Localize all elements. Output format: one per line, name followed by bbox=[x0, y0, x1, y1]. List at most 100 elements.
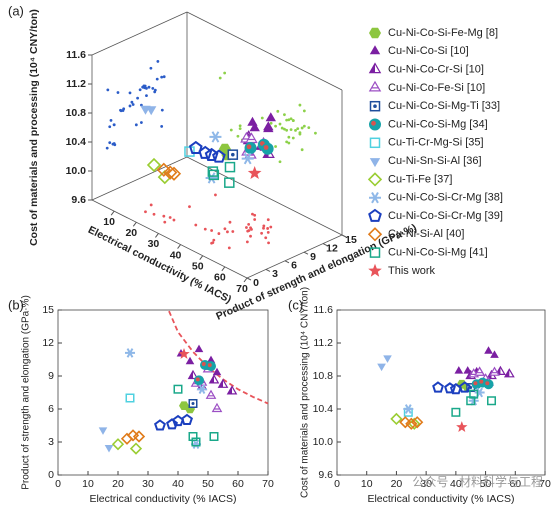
marker-part bbox=[191, 402, 195, 405]
legend-marker bbox=[369, 192, 381, 204]
legend-marker bbox=[369, 45, 381, 55]
floor-projection bbox=[266, 230, 270, 234]
y-tick-label: 9.6 bbox=[318, 469, 333, 481]
wall-projection bbox=[276, 109, 280, 113]
legend-marker bbox=[369, 27, 381, 39]
marker bbox=[432, 381, 444, 393]
floor-projection bbox=[168, 216, 172, 219]
legend-marker bbox=[367, 172, 383, 187]
wall-projection bbox=[307, 126, 311, 130]
marker-part bbox=[104, 445, 114, 453]
marker-part bbox=[369, 247, 381, 258]
marker bbox=[212, 149, 226, 163]
z-tick-label: 10.4 bbox=[66, 136, 87, 148]
wall-projection bbox=[287, 141, 291, 145]
z-tick-label: 10.8 bbox=[66, 107, 87, 119]
wall-projection bbox=[105, 146, 109, 150]
y-tick-label: 15 bbox=[42, 304, 54, 316]
marker-part bbox=[246, 144, 252, 150]
wall-projection bbox=[108, 125, 112, 129]
marker-part bbox=[444, 382, 456, 394]
y-tick-label: 10.8 bbox=[313, 370, 334, 382]
marker bbox=[194, 344, 204, 353]
wall-projection bbox=[151, 86, 155, 90]
y-tick-label: 12 bbox=[42, 337, 54, 349]
panel-label: (a) bbox=[8, 3, 24, 18]
marker bbox=[197, 384, 207, 395]
x-tick-label: 70 bbox=[539, 478, 551, 490]
y-axis-label: Product of strength and elongation (GPa·… bbox=[21, 295, 32, 490]
floor-projection bbox=[269, 225, 273, 229]
legend-label: Cu-Ti-Fe [37] bbox=[388, 173, 452, 185]
legend-label: Cu-Ti-Cr-Mg-Si [35] bbox=[388, 137, 484, 149]
wall-projection bbox=[143, 84, 147, 88]
floor-projection bbox=[188, 205, 191, 209]
marker-part bbox=[191, 437, 201, 447]
z-tick-label: 11.6 bbox=[66, 49, 86, 61]
marker-part bbox=[451, 407, 461, 417]
axis-edge bbox=[246, 234, 343, 279]
wall-projection bbox=[260, 116, 264, 120]
y-tick-label: 6 bbox=[291, 260, 297, 272]
axis-edge bbox=[186, 11, 343, 91]
marker-part bbox=[369, 27, 381, 39]
marker bbox=[187, 369, 199, 380]
marker-part bbox=[207, 363, 212, 368]
legend-marker bbox=[369, 137, 381, 149]
x-tick-label: 50 bbox=[480, 478, 492, 490]
marker bbox=[205, 172, 218, 184]
legend-label: Cu-Ni-Co-Si [10] bbox=[388, 45, 469, 57]
marker-part bbox=[231, 152, 235, 157]
marker bbox=[191, 437, 201, 447]
z-tick-label: 9.6 bbox=[71, 194, 86, 206]
legend-marker bbox=[368, 208, 382, 222]
floor-projection bbox=[253, 218, 257, 221]
wall-projection bbox=[112, 142, 116, 145]
x-tick-label: 50 bbox=[192, 260, 204, 272]
marker-part bbox=[496, 366, 501, 375]
plot-frame bbox=[57, 309, 269, 476]
legend-label: Cu-Ni-Co-Fe-Si [10] bbox=[388, 82, 485, 94]
wall-projection bbox=[108, 141, 112, 145]
floor-projection bbox=[162, 214, 166, 218]
marker bbox=[241, 152, 254, 165]
marker-part bbox=[369, 63, 375, 73]
x-axis-label: Electrical conductivity (% IACS) bbox=[367, 493, 514, 505]
wall-projection bbox=[300, 126, 304, 130]
x-tick-label: 60 bbox=[214, 272, 226, 284]
marker-part bbox=[173, 384, 183, 394]
floor-projection bbox=[210, 229, 214, 232]
marker-part bbox=[474, 387, 485, 398]
wall-projection bbox=[302, 124, 306, 128]
marker-part bbox=[249, 122, 260, 132]
floor-projection bbox=[266, 218, 270, 222]
axis-edge bbox=[91, 11, 188, 56]
floor-projection bbox=[253, 213, 257, 217]
x-tick-label: 20 bbox=[125, 227, 137, 239]
marker-part bbox=[432, 381, 444, 393]
y-tick-label: 10.0 bbox=[313, 436, 334, 448]
marker-part bbox=[265, 112, 276, 122]
marker-part bbox=[473, 381, 478, 386]
marker-part bbox=[367, 172, 383, 187]
marker-part bbox=[456, 421, 468, 432]
y-tick bbox=[303, 251, 309, 255]
marker-part bbox=[98, 427, 108, 435]
wall-projection bbox=[147, 85, 151, 89]
marker bbox=[411, 416, 424, 429]
wall-projection bbox=[289, 128, 293, 132]
wall-projection bbox=[296, 127, 300, 131]
marker bbox=[469, 389, 479, 399]
marker bbox=[456, 421, 468, 432]
x-tick-label: 30 bbox=[420, 478, 432, 490]
marker bbox=[249, 122, 260, 132]
x-tick-label: 10 bbox=[103, 216, 115, 228]
wall-projection bbox=[162, 75, 166, 79]
floor-projection bbox=[152, 212, 156, 216]
marker-part bbox=[146, 157, 162, 173]
marker bbox=[188, 399, 198, 408]
wall-projection bbox=[285, 140, 289, 144]
y-tick-label: 12 bbox=[326, 242, 338, 254]
legend-marker bbox=[369, 247, 381, 258]
marker bbox=[125, 393, 135, 403]
